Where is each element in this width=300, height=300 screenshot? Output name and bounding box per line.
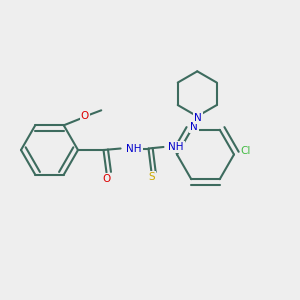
Text: O: O <box>81 111 89 121</box>
Text: Cl: Cl <box>241 146 251 157</box>
Text: NH: NH <box>126 143 142 154</box>
Text: N: N <box>194 113 202 123</box>
Text: N: N <box>190 122 198 132</box>
Text: NH: NH <box>168 142 184 152</box>
Text: O: O <box>102 174 111 184</box>
Text: S: S <box>148 172 155 182</box>
